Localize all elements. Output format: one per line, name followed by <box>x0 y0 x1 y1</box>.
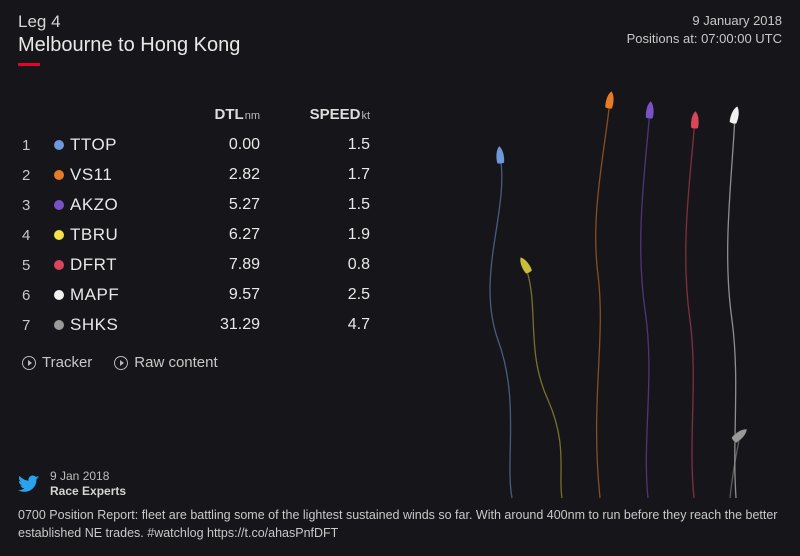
tracker-link-label: Tracker <box>42 354 92 371</box>
twitter-icon <box>18 473 40 495</box>
rank-cell: 3 <box>18 197 48 214</box>
header-positions-at: Positions at: 07:00:00 UTC <box>627 30 782 48</box>
route-label: Melbourne to Hong Kong <box>18 34 240 57</box>
speed-cell: 1.7 <box>260 166 370 184</box>
table-header: DTLnm SPEEDkt <box>18 100 398 130</box>
boat-marker <box>731 426 750 443</box>
color-dot-cell <box>48 140 70 150</box>
boat-marker <box>605 90 616 109</box>
table-row[interactable]: 7 SHKS31.294.7 <box>18 310 398 340</box>
rank-cell: 1 <box>18 137 48 154</box>
table-row[interactable]: 4 TBRU6.271.9 <box>18 220 398 250</box>
team-color-dot <box>54 230 64 240</box>
raw-content-link[interactable]: Raw content <box>114 354 217 371</box>
team-code-cell: DFRT <box>70 255 150 275</box>
team-color-dot <box>54 200 64 210</box>
team-code-cell: TTOP <box>70 135 150 155</box>
table-row[interactable]: 2 VS112.821.7 <box>18 160 398 190</box>
speed-cell: 1.9 <box>260 226 370 244</box>
speed-cell: 0.8 <box>260 256 370 274</box>
color-dot-cell <box>48 200 70 210</box>
rank-cell: 7 <box>18 317 48 334</box>
speed-cell: 1.5 <box>260 136 370 154</box>
col-header-speed: SPEEDkt <box>260 106 370 124</box>
track-line <box>641 110 650 498</box>
track-line <box>596 100 610 498</box>
arrow-circle-icon <box>114 356 128 370</box>
dtl-cell: 9.57 <box>150 286 260 304</box>
team-code-cell: SHKS <box>70 315 150 335</box>
boat-marker <box>729 105 741 124</box>
team-code-cell: TBRU <box>70 225 150 245</box>
header-date: 9 January 2018 <box>627 12 782 30</box>
dtl-cell: 6.27 <box>150 226 260 244</box>
table-row[interactable]: 5 DFRT7.890.8 <box>18 250 398 280</box>
speed-cell: 1.5 <box>260 196 370 214</box>
table-row[interactable]: 6 MAPF9.572.5 <box>18 280 398 310</box>
table-row[interactable]: 3 AKZO5.271.5 <box>18 190 398 220</box>
boat-marker <box>691 111 700 129</box>
team-code-cell: VS11 <box>70 165 150 185</box>
dtl-cell: 2.82 <box>150 166 260 184</box>
team-code-cell: AKZO <box>70 195 150 215</box>
team-color-dot <box>54 140 64 150</box>
rank-cell: 4 <box>18 227 48 244</box>
header-left: Leg 4 Melbourne to Hong Kong <box>18 12 240 66</box>
track-line <box>490 155 512 498</box>
tweet-block: 9 Jan 2018 Race Experts 0700 Position Re… <box>18 469 782 542</box>
color-dot-cell <box>48 290 70 300</box>
dtl-cell: 5.27 <box>150 196 260 214</box>
dtl-cell: 7.89 <box>150 256 260 274</box>
table-links: Tracker Raw content <box>22 354 800 371</box>
tweet-date: 9 Jan 2018 <box>50 469 126 485</box>
leg-label: Leg 4 <box>18 12 240 32</box>
race-dashboard: Leg 4 Melbourne to Hong Kong 9 January 2… <box>0 0 800 556</box>
speed-cell: 2.5 <box>260 286 370 304</box>
tweet-author: Race Experts <box>50 484 126 500</box>
color-dot-cell <box>48 170 70 180</box>
track-line <box>728 115 736 498</box>
track-map <box>440 40 800 500</box>
team-color-dot <box>54 320 64 330</box>
track-line <box>525 265 562 498</box>
rank-cell: 5 <box>18 257 48 274</box>
speed-cell: 4.7 <box>260 316 370 334</box>
tweet-header: 9 Jan 2018 Race Experts <box>18 469 782 500</box>
leaderboard-table: DTLnm SPEEDkt 1TTOP0.001.52VS112.821.73A… <box>18 100 398 340</box>
col-header-dtl: DTLnm <box>150 106 260 124</box>
header-right: 9 January 2018 Positions at: 07:00:00 UT… <box>627 12 782 66</box>
color-dot-cell <box>48 320 70 330</box>
tracker-link[interactable]: Tracker <box>22 354 92 371</box>
tweet-body: 0700 Position Report: fleet are battling… <box>18 506 782 542</box>
color-dot-cell <box>48 230 70 240</box>
raw-content-link-label: Raw content <box>134 354 217 371</box>
header-underline <box>18 63 40 66</box>
boat-marker <box>645 101 654 119</box>
arrow-circle-icon <box>22 356 36 370</box>
team-code-cell: MAPF <box>70 285 150 305</box>
color-dot-cell <box>48 260 70 270</box>
header: Leg 4 Melbourne to Hong Kong 9 January 2… <box>0 0 800 72</box>
team-color-dot <box>54 260 64 270</box>
rank-cell: 2 <box>18 167 48 184</box>
rank-cell: 6 <box>18 287 48 304</box>
table-row[interactable]: 1 TTOP0.001.5 <box>18 130 398 160</box>
team-color-dot <box>54 170 64 180</box>
track-line <box>686 120 695 498</box>
dtl-cell: 0.00 <box>150 136 260 154</box>
team-color-dot <box>54 290 64 300</box>
boat-marker <box>495 146 504 164</box>
boat-marker <box>517 255 533 274</box>
tweet-meta: 9 Jan 2018 Race Experts <box>50 469 126 500</box>
dtl-cell: 31.29 <box>150 316 260 334</box>
